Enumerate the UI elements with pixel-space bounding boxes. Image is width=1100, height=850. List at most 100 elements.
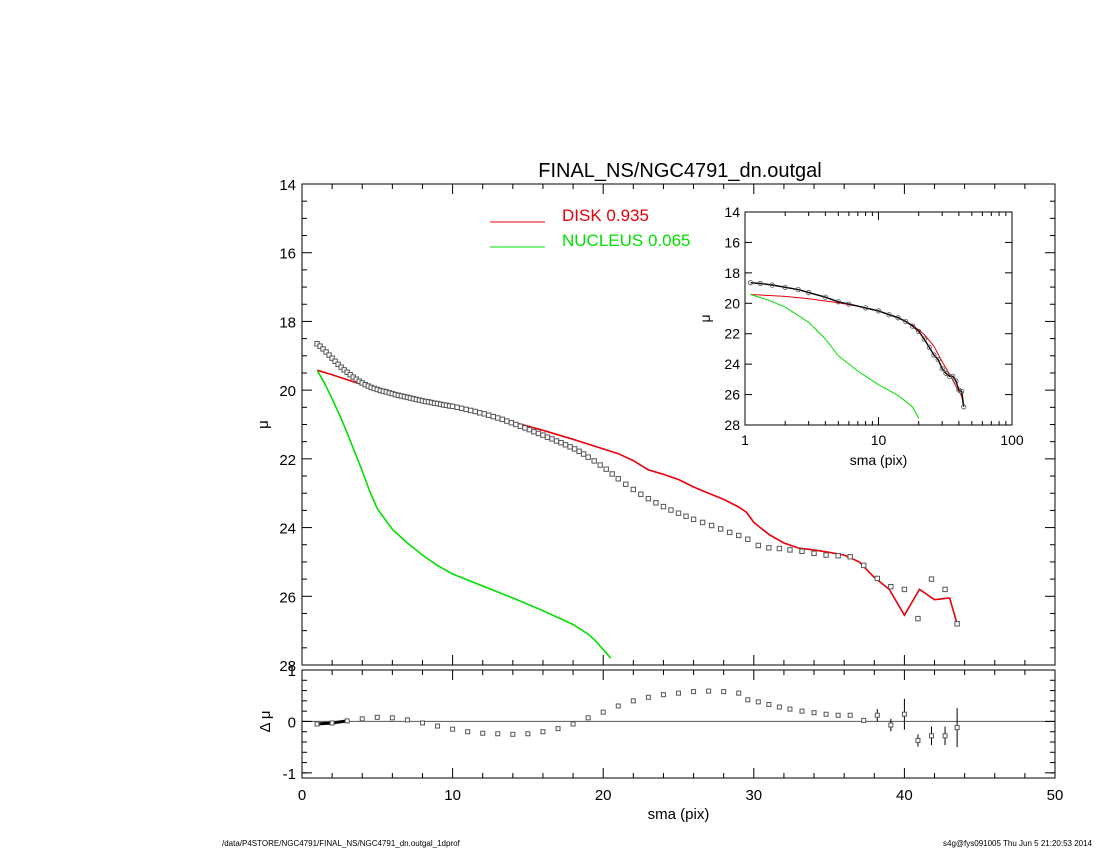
- y-tick-label: 22: [724, 326, 740, 342]
- y-tick-label: 24: [279, 521, 296, 538]
- residual-point: [823, 711, 829, 717]
- residual-point: [450, 726, 456, 732]
- y-tick-label: 28: [724, 417, 740, 433]
- data-point: [736, 532, 742, 539]
- data-point: [776, 545, 783, 552]
- residual-point: [755, 699, 761, 705]
- data-point: [699, 519, 706, 526]
- data-point: [504, 418, 510, 424]
- data-point: [755, 542, 762, 549]
- data-point: [477, 410, 483, 416]
- data-point: [508, 420, 515, 426]
- data-point: [727, 529, 733, 536]
- data-point: [549, 436, 555, 442]
- data-point: [338, 364, 344, 370]
- data-point: [332, 358, 338, 364]
- residual-point: [736, 690, 742, 696]
- inset-data-point: [959, 388, 965, 395]
- y-tick-label: 26: [279, 589, 296, 606]
- residual-point: [706, 688, 712, 694]
- data-point: [513, 421, 519, 428]
- inset-data-point: [835, 299, 841, 305]
- y-tick-label: 16: [279, 246, 296, 263]
- x-tick-label: 20: [595, 787, 612, 804]
- data-point: [766, 545, 772, 551]
- residual-point: [835, 712, 841, 718]
- y-tick-label: 22: [279, 452, 296, 469]
- residual-point: [555, 726, 561, 732]
- data-point: [915, 615, 921, 622]
- inset-data-point: [886, 312, 892, 318]
- y-tick-label: 20: [279, 383, 296, 400]
- data-point: [517, 423, 524, 429]
- y-tick-label: 14: [724, 204, 740, 220]
- inset-data-point: [926, 344, 932, 351]
- residual-point: [359, 716, 365, 722]
- residual-point: [570, 721, 576, 727]
- residual-point: [389, 715, 395, 721]
- y-axis-label: μ: [255, 420, 272, 429]
- inset-data-point: [935, 356, 941, 363]
- data-point: [874, 575, 880, 582]
- data-point: [567, 444, 573, 450]
- inset-data-point: [943, 370, 949, 376]
- data-point: [708, 522, 715, 529]
- y-tick-label: 20: [724, 295, 740, 311]
- x-axis-label: sma (pix): [648, 806, 710, 823]
- data-point: [799, 548, 805, 554]
- residual-point: [435, 723, 441, 729]
- inset-data-point: [939, 366, 945, 372]
- inset-data-point: [953, 378, 959, 384]
- nucleus-model-line: [316, 369, 612, 659]
- y-tick-label: 18: [724, 265, 740, 281]
- data-point: [320, 346, 326, 352]
- inset-data-point: [903, 318, 909, 325]
- y-axis-label: μ: [697, 314, 713, 322]
- data-point: [717, 526, 724, 532]
- residual-point: [540, 729, 546, 735]
- residual-point: [721, 689, 727, 695]
- x-tick-label: 10: [444, 787, 461, 804]
- residual-point: [942, 733, 948, 739]
- data-point: [861, 562, 867, 569]
- residual-point: [615, 703, 621, 709]
- inset-data-point: [782, 284, 788, 290]
- x-tick-label: 1: [741, 432, 749, 448]
- inset-data-point: [795, 286, 801, 293]
- residual-point: [465, 729, 471, 735]
- residual-point: [600, 709, 606, 715]
- legend-label: NUCLEUS 0.065: [562, 231, 691, 250]
- data-point: [467, 407, 474, 414]
- data-point: [653, 500, 659, 506]
- y-tick-label: 0: [288, 714, 296, 731]
- data-point: [615, 476, 621, 482]
- data-point: [597, 462, 603, 468]
- data-point: [942, 586, 948, 593]
- data-point: [683, 513, 689, 519]
- residual-point: [480, 730, 486, 736]
- legend: DISK 0.935 NUCLEUS 0.065: [490, 206, 691, 250]
- data-point: [623, 481, 629, 487]
- x-tick-label: 40: [896, 787, 913, 804]
- data-point: [472, 408, 478, 415]
- data-point: [558, 440, 564, 446]
- residual-point: [314, 721, 320, 727]
- y-axis-label: Δ μ: [257, 710, 274, 732]
- data-point: [928, 576, 935, 582]
- data-point: [630, 486, 637, 493]
- footer-timestamp: s4g@fys091005 Thu Jun 5 21:20:53 2014: [943, 839, 1092, 848]
- data-point: [317, 343, 323, 349]
- inset-data-point: [875, 308, 882, 314]
- data-point: [888, 583, 894, 590]
- inset-data-point: [822, 294, 828, 300]
- residual-point: [901, 711, 907, 717]
- data-point: [591, 458, 597, 464]
- residual-point: [811, 710, 817, 716]
- data-point: [954, 621, 960, 627]
- residual-point: [766, 701, 772, 707]
- data-point: [535, 430, 542, 437]
- data-point: [495, 415, 501, 421]
- data-point: [787, 547, 793, 553]
- inset-nucleus-line: [750, 294, 920, 419]
